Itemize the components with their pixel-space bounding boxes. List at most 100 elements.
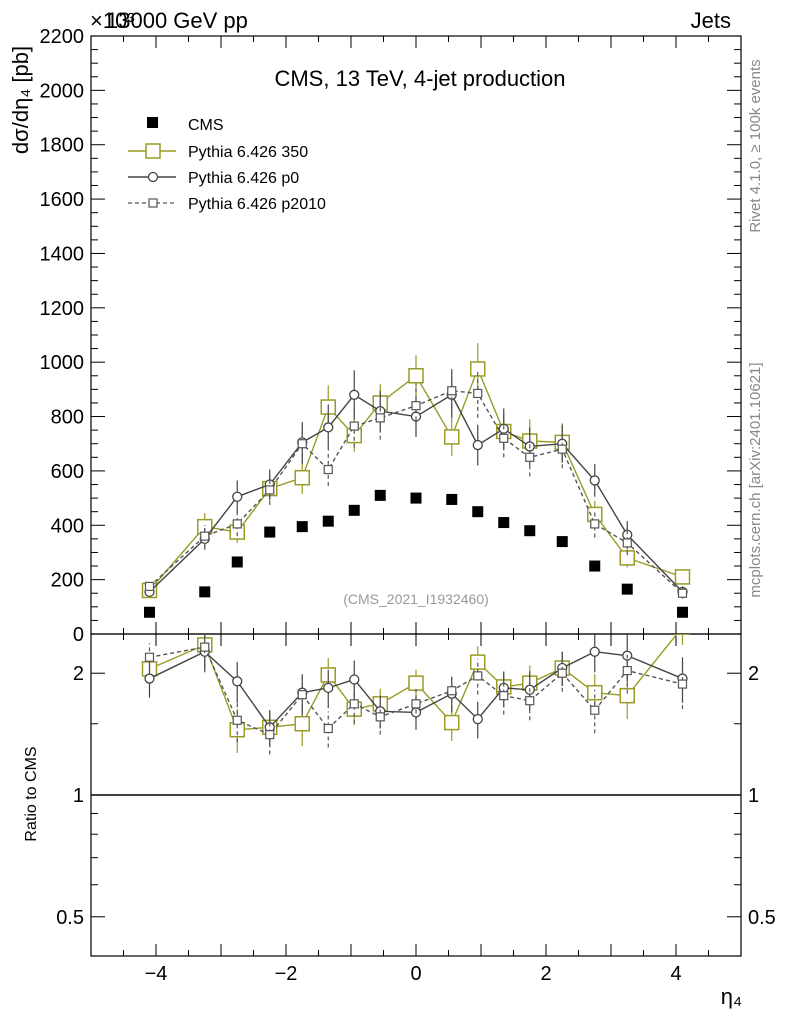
ratio-point-pythia-6-426-p0 bbox=[232, 676, 243, 687]
ratio-point-pythia-6-426-p2010 bbox=[473, 671, 483, 681]
point-pythia-6-426-350 bbox=[294, 469, 310, 486]
ratio-point-pythia-6-426-p2010 bbox=[622, 665, 632, 676]
y-tick-label: 200 bbox=[51, 570, 84, 592]
y-tick-label: 2200 bbox=[40, 26, 85, 48]
point-cms bbox=[199, 586, 211, 598]
point-cms bbox=[296, 521, 308, 533]
legend-label-cms: CMS bbox=[188, 117, 224, 134]
point-pythia-6-426-p2010 bbox=[297, 439, 307, 449]
legend-label-p0: Pythia 6.426 p0 bbox=[188, 170, 299, 187]
point-cms bbox=[446, 493, 458, 505]
ratio-point-pythia-6-426-p2010 bbox=[144, 652, 155, 662]
ratio-point-pythia-6-426-p2010 bbox=[349, 699, 359, 709]
legend-marker-p0 bbox=[147, 171, 159, 183]
x-tick-label: −4 bbox=[145, 963, 168, 985]
ratio-tick-label-right: 1 bbox=[748, 785, 759, 807]
point-pythia-6-426-350 bbox=[408, 368, 424, 384]
y-axis-label: dσ/dη₄ [pb] bbox=[8, 46, 33, 154]
point-cms bbox=[621, 583, 633, 595]
chart-title: CMS, 13 TeV, 4-jet production bbox=[274, 66, 565, 91]
point-cms bbox=[677, 606, 688, 618]
ratio-point-pythia-6-426-p0 bbox=[472, 713, 483, 725]
main-plot-marks bbox=[141, 343, 691, 618]
ratio-tick-label-right: 0.5 bbox=[748, 907, 776, 929]
point-pythia-6-426-p0 bbox=[323, 422, 334, 433]
ratio-point-pythia-6-426-350 bbox=[408, 675, 424, 691]
y-tick-label: 0 bbox=[73, 624, 84, 646]
mcplots-label: mcplots.cern.ch [arXiv:2401.10621] bbox=[747, 362, 764, 597]
point-pythia-6-426-p2010 bbox=[590, 519, 600, 529]
point-pythia-6-426-p2010 bbox=[473, 388, 483, 399]
y-tick-label: 1800 bbox=[40, 135, 85, 157]
point-cms bbox=[556, 536, 568, 548]
ratio-tick-label: 2 bbox=[73, 663, 84, 685]
ratio-point-pythia-6-426-p2010 bbox=[557, 668, 567, 678]
x-tick-label: 0 bbox=[410, 963, 421, 985]
x-tick-label: 4 bbox=[670, 963, 681, 985]
category-label: Jets bbox=[691, 8, 731, 33]
point-cms bbox=[524, 525, 536, 537]
point-pythia-6-426-p2010 bbox=[525, 452, 535, 462]
ratio-point-pythia-6-426-350 bbox=[470, 654, 486, 670]
point-cms bbox=[589, 560, 601, 572]
ratio-point-pythia-6-426-350 bbox=[294, 716, 310, 732]
ratio-point-pythia-6-426-p2010 bbox=[447, 686, 457, 696]
point-cms bbox=[264, 526, 276, 538]
point-cms bbox=[472, 506, 484, 518]
ratio-point-pythia-6-426-350 bbox=[619, 687, 635, 704]
ratio-point-pythia-6-426-p0 bbox=[323, 682, 334, 694]
point-pythia-6-426-350 bbox=[444, 429, 460, 445]
ratio-point-pythia-6-426-p2010 bbox=[200, 642, 210, 652]
point-cms bbox=[374, 489, 386, 501]
legend-marker-350 bbox=[145, 143, 161, 159]
point-pythia-6-426-p2010 bbox=[499, 433, 509, 443]
point-cms bbox=[322, 515, 334, 527]
point-pythia-6-426-p2010 bbox=[677, 588, 688, 598]
ratio-point-pythia-6-426-p2010 bbox=[375, 712, 385, 722]
ratio-point-pythia-6-426-p2010 bbox=[323, 723, 333, 734]
ratio-point-pythia-6-426-p2010 bbox=[232, 715, 242, 725]
ratio-point-pythia-6-426-350 bbox=[674, 634, 691, 635]
ratio-point-pythia-6-426-p2010 bbox=[590, 705, 600, 715]
point-cms bbox=[144, 606, 155, 618]
ratio-axis-label: Ratio to CMS bbox=[23, 746, 40, 841]
ratio-point-pythia-6-426-p2010 bbox=[411, 699, 421, 709]
y-tick-label: 400 bbox=[51, 515, 84, 537]
point-cms bbox=[410, 492, 422, 504]
y-tick-label: 1000 bbox=[40, 352, 85, 374]
legend-marker-cms bbox=[147, 117, 158, 128]
legend: CMS Pythia 6.426 350 Pythia 6.426 p0 Pyt… bbox=[128, 117, 326, 213]
y-tick-label: 1400 bbox=[40, 243, 85, 265]
ratio-point-pythia-6-426-p2010 bbox=[499, 691, 509, 701]
legend-label-p2010: Pythia 6.426 p2010 bbox=[188, 196, 326, 213]
point-pythia-6-426-p2010 bbox=[411, 401, 421, 411]
x-axis-label: η₄ bbox=[721, 984, 742, 1009]
point-pythia-6-426-p2010 bbox=[232, 519, 242, 529]
y-tick-label: 600 bbox=[51, 461, 84, 483]
point-pythia-6-426-350 bbox=[619, 550, 635, 566]
point-pythia-6-426-350 bbox=[470, 361, 486, 377]
y-tick-label: 1200 bbox=[40, 298, 85, 320]
point-pythia-6-426-p2010 bbox=[144, 581, 155, 592]
rivet-label: Rivet 4.1.0, ≥ 100k events bbox=[747, 59, 764, 232]
point-pythia-6-426-350 bbox=[674, 569, 691, 585]
ratio-tick-label: 1 bbox=[73, 785, 84, 807]
ratio-tick-label: 0.5 bbox=[56, 907, 84, 929]
point-pythia-6-426-p2010 bbox=[349, 421, 359, 431]
ratio-point-pythia-6-426-p2010 bbox=[677, 679, 688, 689]
ratio-point-pythia-6-426-350 bbox=[587, 684, 603, 701]
point-pythia-6-426-p0 bbox=[349, 389, 360, 400]
axis-ticks: −4 −2 0 2 4 0 200 400 600 800 1000 1200 1400 1600 1800… bbox=[40, 26, 776, 985]
point-pythia-6-426-p2010 bbox=[447, 386, 457, 396]
ratio-point-pythia-6-426-p0 bbox=[589, 646, 600, 657]
point-pythia-6-426-p0 bbox=[472, 439, 483, 451]
ratio-point-pythia-6-426-p0 bbox=[144, 673, 155, 684]
analysis-tag: (CMS_2021_I1932460) bbox=[343, 591, 489, 607]
point-pythia-6-426-p2010 bbox=[200, 531, 210, 541]
point-cms bbox=[498, 517, 510, 529]
legend-label-350: Pythia 6.426 350 bbox=[188, 144, 308, 161]
point-pythia-6-426-p2010 bbox=[375, 413, 385, 423]
point-pythia-6-426-p2010 bbox=[265, 485, 275, 495]
y-tick-label: 2000 bbox=[40, 80, 85, 102]
